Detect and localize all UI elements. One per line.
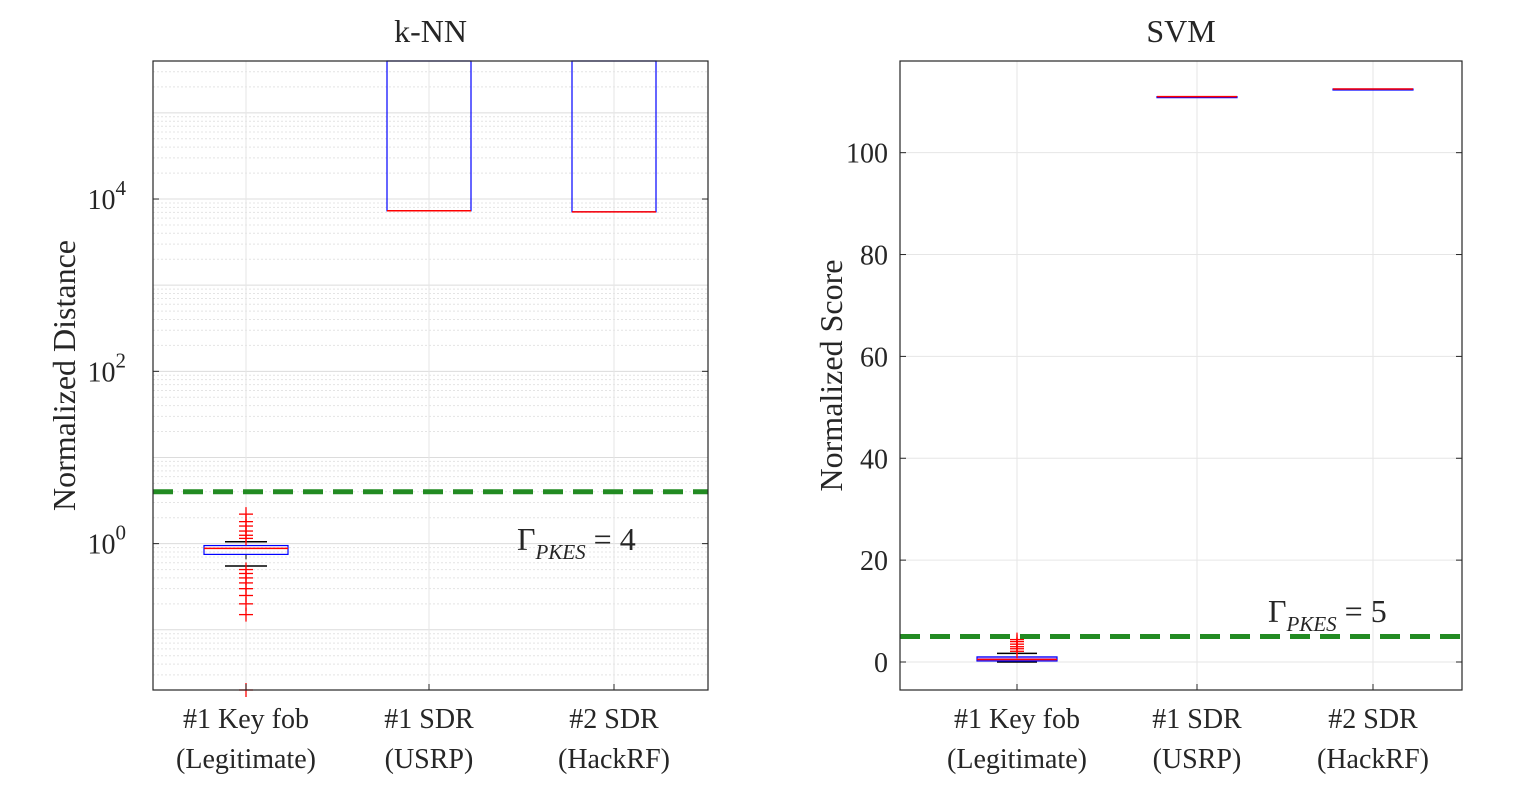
y-tick-label: 20 <box>860 546 888 577</box>
y-tick-label: 0 <box>874 648 888 679</box>
category-label-line2: (HackRF) <box>1317 744 1429 775</box>
threshold-value: = 4 <box>586 521 636 557</box>
plot-area <box>900 61 1462 690</box>
y-tick-label: 60 <box>860 342 888 373</box>
y-tick-label: 104 <box>88 176 127 216</box>
category-label-line1: #1 SDR <box>384 704 474 735</box>
threshold-subscript: PKES <box>535 540 587 564</box>
grid <box>153 60 708 691</box>
y-tick-label: 100 <box>88 521 127 561</box>
category-label-line1: #1 Key fob <box>954 704 1080 735</box>
svm-panel: 0 20 40 60 80 100 #1 Key fob (Legitimate) #1 SDR… <box>813 13 1463 775</box>
y-axis-label: Normalized Score <box>813 260 849 492</box>
axes-frame <box>899 60 1463 691</box>
y-tick-label: 100 <box>846 139 888 170</box>
threshold-symbol: Γ <box>1268 593 1287 629</box>
grid <box>900 61 1462 690</box>
category-label-line1: #1 Key fob <box>183 704 309 735</box>
y-tick-label-base: 10 <box>88 530 116 561</box>
box-1 <box>1156 95 1238 99</box>
box-2 <box>1332 88 1414 91</box>
category-label-line2: (USRP) <box>385 744 474 775</box>
threshold-value: = 5 <box>1337 593 1387 629</box>
y-tick-label: 102 <box>88 348 127 388</box>
threshold-subscript: PKES <box>1286 612 1338 636</box>
y-tick-label: 80 <box>860 241 888 272</box>
category-label-line1: #2 SDR <box>1328 704 1418 735</box>
category-label-line2: (HackRF) <box>558 744 670 775</box>
y-tick-label-base: 10 <box>88 357 116 388</box>
outlier-marker <box>239 562 253 577</box>
y-tick-label-exponent: 2 <box>116 348 127 372</box>
category-label-line1: #1 SDR <box>1152 704 1242 735</box>
axes-frame <box>152 60 709 691</box>
outlier-marker <box>1010 632 1024 647</box>
y-axis-label: Normalized Distance <box>46 240 82 511</box>
y-tick-label-exponent: 0 <box>116 521 127 545</box>
threshold-label: ΓPKES = 5 <box>1268 593 1387 636</box>
category-label-line2: (Legitimate) <box>947 744 1087 775</box>
chart-title: k-NN <box>394 13 467 49</box>
threshold-label: ΓPKES = 4 <box>517 521 636 564</box>
threshold-symbol: Γ <box>517 521 536 557</box>
chart-title: SVM <box>1146 13 1215 49</box>
outlier-marker <box>239 507 253 522</box>
box-0 <box>976 632 1058 663</box>
category-label-line1: #2 SDR <box>569 704 659 735</box>
y-tick-label-exponent: 4 <box>116 176 127 200</box>
category-label-line2: (Legitimate) <box>176 744 316 775</box>
y-tick-label-base: 10 <box>88 185 116 216</box>
y-tick-label: 40 <box>860 444 888 475</box>
box-body <box>203 544 289 555</box>
category-label-line2: (USRP) <box>1153 744 1242 775</box>
